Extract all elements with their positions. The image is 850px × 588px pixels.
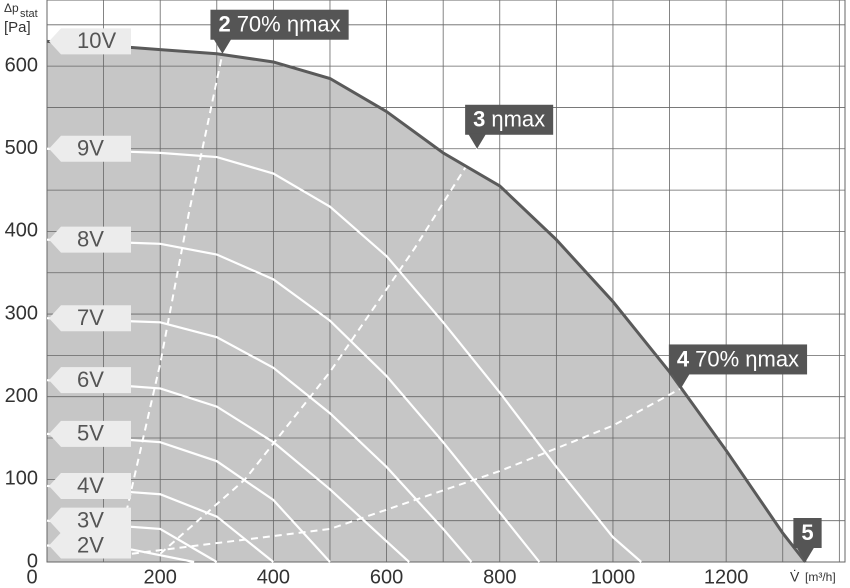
efficiency-line — [125, 53, 224, 513]
voltage-tag-label: 9V — [77, 136, 104, 161]
x-tick-label: 1200 — [704, 566, 749, 588]
y-label-symbol: Δp — [4, 1, 19, 15]
x-tick-label: 200 — [144, 566, 177, 588]
voltage-curve — [46, 147, 642, 563]
voltage-tag — [49, 507, 131, 534]
y-tick-label: 500 — [5, 137, 38, 159]
callout-box — [668, 344, 808, 375]
voltage-tag-label: 3V — [77, 507, 104, 532]
callout-pointer — [671, 373, 690, 389]
voltage-tag — [49, 305, 131, 332]
voltage-tag-label: 8V — [77, 226, 104, 251]
y-tick-label: 300 — [5, 302, 38, 324]
x-tick-label: 1000 — [591, 566, 636, 588]
y-tick-label: 400 — [5, 220, 38, 242]
voltage-tag — [49, 28, 131, 55]
voltage-tag — [49, 420, 131, 447]
voltage-tag-label: 6V — [77, 367, 104, 392]
callout-box — [210, 9, 349, 40]
x-tick-label: 0 — [26, 566, 37, 588]
y-label-unit: [Pa] — [4, 19, 31, 36]
callout-pointer — [468, 133, 487, 149]
callout-pointer — [213, 38, 232, 54]
callout-box — [793, 518, 822, 548]
voltage-tag-label: 5V — [77, 421, 104, 446]
callout-number: 5 — [801, 520, 813, 545]
x-label-symbol: V̇ — [790, 569, 800, 585]
callout-number: 3 — [473, 107, 485, 132]
callout: 5 — [793, 518, 822, 562]
callout: 2 70% ηmax — [210, 9, 349, 54]
y-tick-label: 100 — [5, 468, 38, 490]
voltage-tag — [49, 226, 131, 253]
y-label-subscript: stat — [20, 8, 38, 20]
callout-text: 70% ηmax — [237, 12, 341, 37]
callout-text: 70% ηmax — [695, 346, 799, 371]
voltage-tag-label: 10V — [77, 28, 116, 53]
voltage-tag-label: 4V — [77, 473, 104, 498]
voltage-curve — [46, 379, 410, 563]
callout: 4 70% ηmax — [668, 344, 808, 389]
voltage-curve — [46, 39, 807, 563]
callout: 3 ηmax — [465, 104, 554, 149]
voltage-tag — [49, 135, 131, 162]
voltage-curve — [46, 317, 473, 563]
voltage-curve — [46, 238, 541, 563]
voltage-tag-label: 7V — [77, 305, 104, 330]
callout-number: 2 — [218, 12, 230, 37]
y-tick-label: 200 — [5, 385, 38, 407]
x-tick-label: 800 — [483, 566, 516, 588]
voltage-tag — [49, 367, 131, 394]
x-tick-label: 600 — [370, 566, 403, 588]
callout-pointer — [796, 547, 815, 562]
voltage-tag-label: 2V — [77, 532, 104, 557]
efficiency-line — [131, 387, 682, 555]
x-tick-label: 400 — [257, 566, 290, 588]
callout-box — [465, 104, 554, 135]
y-tick-label: 0 — [27, 550, 38, 572]
efficiency-line — [159, 148, 478, 555]
callout-text: ηmax — [491, 107, 545, 132]
callout-number: 4 — [677, 346, 690, 371]
plot-frame — [46, 0, 846, 563]
y-tick-label: 600 — [5, 54, 38, 76]
voltage-tag — [49, 472, 131, 499]
x-label-unit: [m³/h] — [805, 570, 836, 584]
voltage-tag — [49, 532, 131, 559]
